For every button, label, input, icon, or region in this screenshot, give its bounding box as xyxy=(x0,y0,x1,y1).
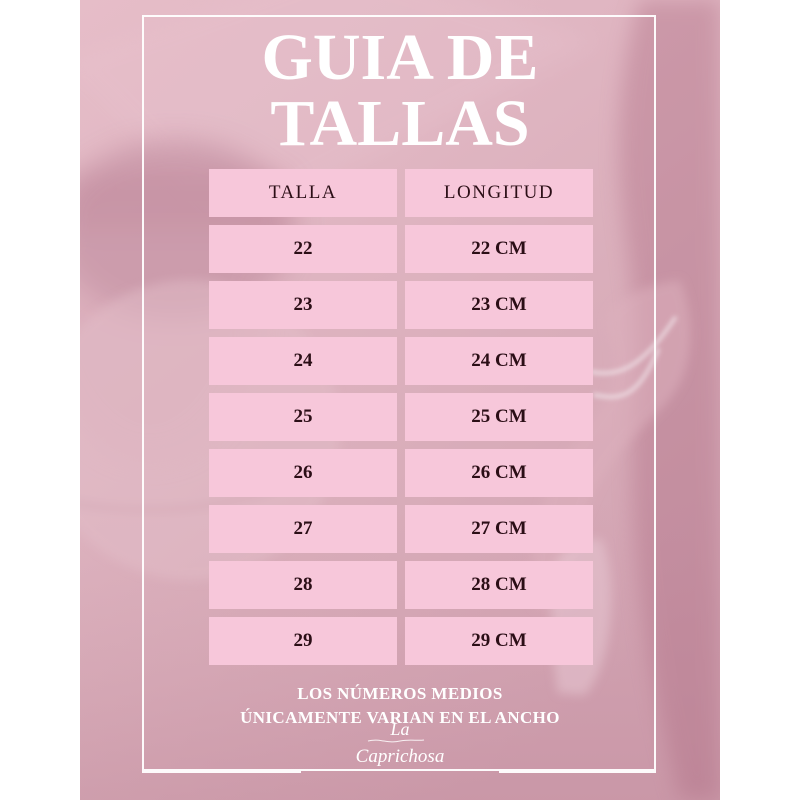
svg-text:Caprichosa: Caprichosa xyxy=(356,746,445,767)
svg-text:La: La xyxy=(389,719,409,739)
